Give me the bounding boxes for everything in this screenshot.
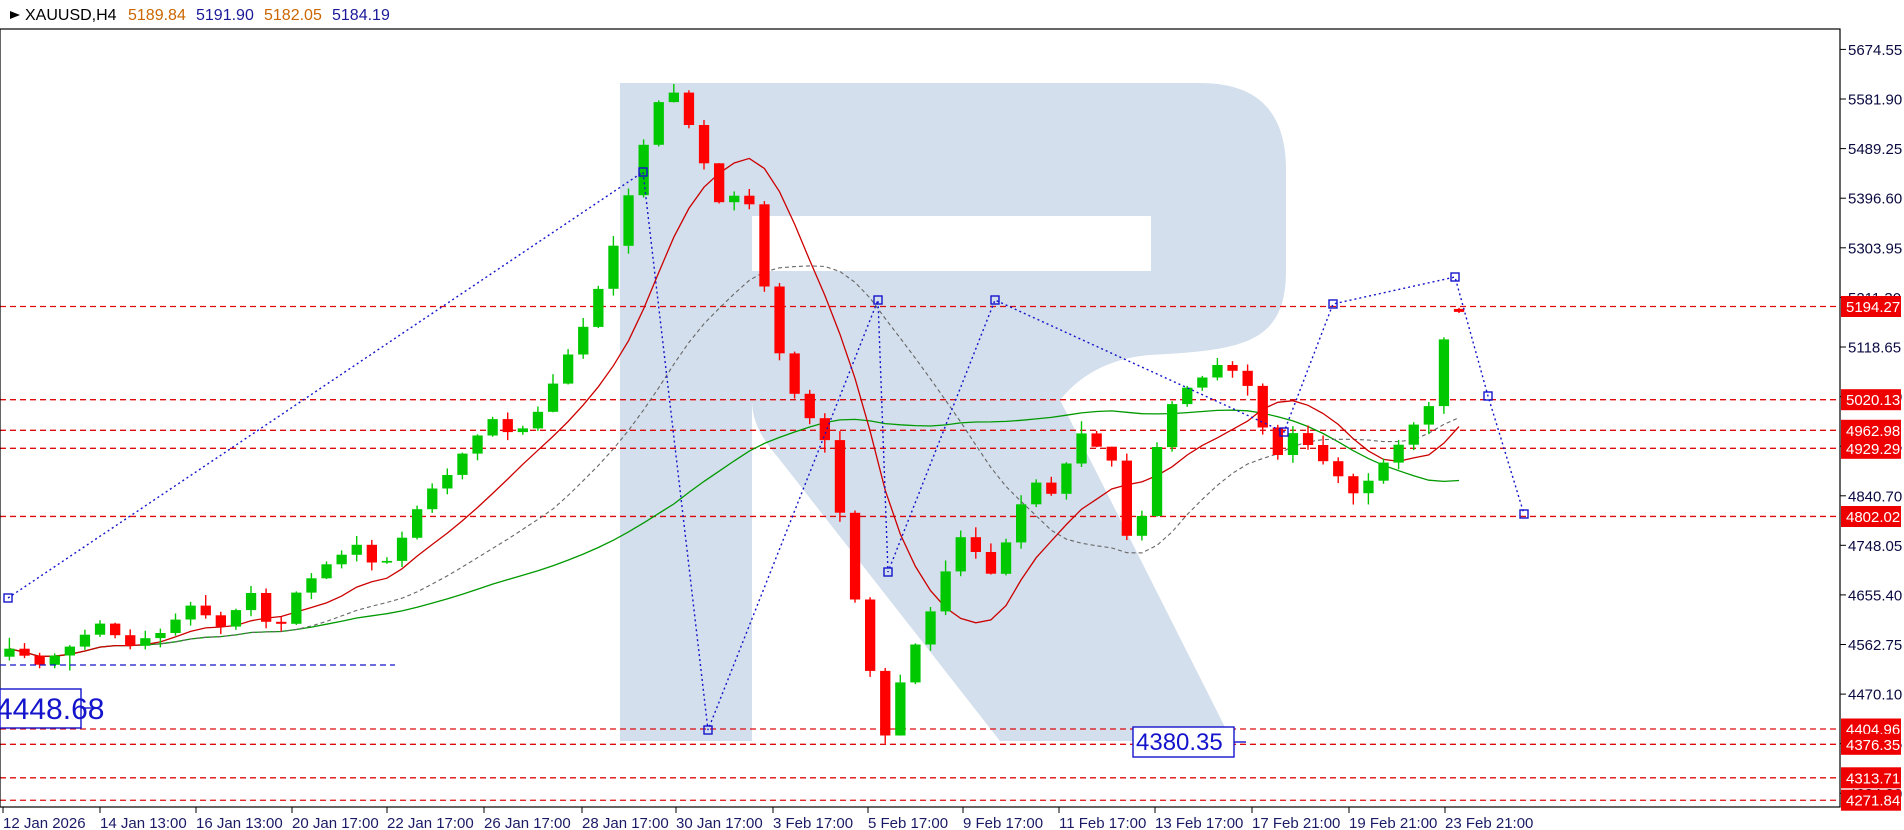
svg-text:19 Feb 21:00: 19 Feb 21:00 xyxy=(1349,815,1437,830)
svg-text:12 Jan 2026: 12 Jan 2026 xyxy=(3,815,86,830)
svg-text:28 Jan 17:00: 28 Jan 17:00 xyxy=(582,815,669,830)
svg-text:16 Jan 13:00: 16 Jan 13:00 xyxy=(196,815,283,830)
svg-text:5194.27: 5194.27 xyxy=(1846,299,1900,316)
svg-text:4929.29: 4929.29 xyxy=(1846,441,1900,458)
svg-text:4448.68: 4448.68 xyxy=(0,693,104,726)
svg-text:XAUUSD,H4: XAUUSD,H4 xyxy=(25,7,117,24)
svg-text:5489.25: 5489.25 xyxy=(1848,141,1902,158)
svg-text:4840.70: 4840.70 xyxy=(1848,488,1902,505)
svg-text:4655.40: 4655.40 xyxy=(1848,587,1902,604)
svg-text:5182.05: 5182.05 xyxy=(264,7,322,24)
svg-text:5118.65: 5118.65 xyxy=(1848,340,1901,357)
svg-text:4962.98: 4962.98 xyxy=(1846,423,1900,440)
svg-text:9 Feb 17:00: 9 Feb 17:00 xyxy=(963,815,1043,830)
svg-text:5581.90: 5581.90 xyxy=(1848,92,1902,109)
svg-text:3 Feb 17:00: 3 Feb 17:00 xyxy=(773,815,853,830)
svg-text:4271.84: 4271.84 xyxy=(1846,793,1900,810)
svg-text:26 Jan 17:00: 26 Jan 17:00 xyxy=(484,815,571,830)
svg-text:5674.55: 5674.55 xyxy=(1848,42,1902,59)
svg-text:5189.84: 5189.84 xyxy=(128,7,186,24)
svg-text:5191.90: 5191.90 xyxy=(196,7,254,24)
svg-text:11 Feb 17:00: 11 Feb 17:00 xyxy=(1059,815,1146,830)
svg-text:23 Feb 21:00: 23 Feb 21:00 xyxy=(1445,815,1533,830)
svg-text:4470.10: 4470.10 xyxy=(1848,687,1902,704)
svg-text:20 Jan 17:00: 20 Jan 17:00 xyxy=(292,815,379,830)
svg-text:17 Feb 21:00: 17 Feb 21:00 xyxy=(1252,815,1340,830)
svg-text:4748.05: 4748.05 xyxy=(1848,538,1902,555)
svg-text:5020.13: 5020.13 xyxy=(1846,392,1900,409)
svg-text:13 Feb 17:00: 13 Feb 17:00 xyxy=(1155,815,1243,830)
svg-text:4802.02: 4802.02 xyxy=(1846,509,1900,526)
svg-text:30 Jan 17:00: 30 Jan 17:00 xyxy=(676,815,763,830)
svg-text:5303.95: 5303.95 xyxy=(1848,240,1902,257)
svg-text:4313.71: 4313.71 xyxy=(1846,770,1900,787)
svg-text:5184.19: 5184.19 xyxy=(332,7,390,24)
svg-text:22 Jan 17:00: 22 Jan 17:00 xyxy=(387,815,474,830)
svg-text:4376.35: 4376.35 xyxy=(1846,737,1900,754)
svg-text:14 Jan 13:00: 14 Jan 13:00 xyxy=(100,815,187,830)
svg-text:4562.75: 4562.75 xyxy=(1848,637,1902,654)
svg-text:5 Feb 17:00: 5 Feb 17:00 xyxy=(868,815,948,830)
svg-text:4380.35: 4380.35 xyxy=(1136,729,1223,756)
svg-text:5396.60: 5396.60 xyxy=(1848,191,1902,208)
